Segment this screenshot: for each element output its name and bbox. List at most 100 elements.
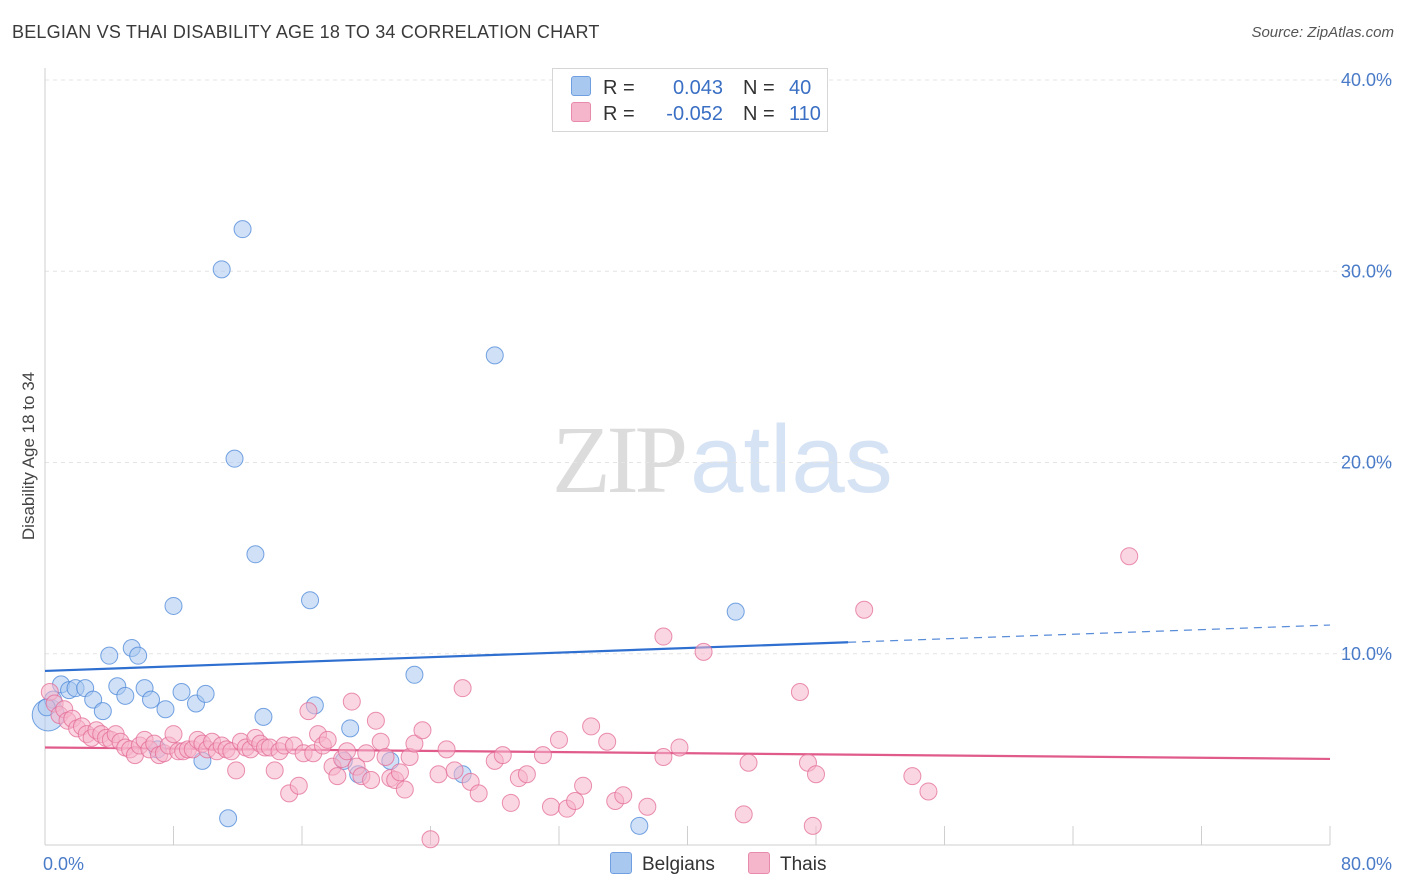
thais-point — [694, 642, 713, 661]
belgians-point — [156, 700, 175, 719]
thais-point — [318, 730, 337, 749]
thais-point — [164, 725, 183, 744]
thais-point — [533, 746, 552, 765]
thais-point — [903, 767, 922, 786]
x-tick-label-min: 0.0% — [43, 854, 84, 874]
thais-point — [598, 732, 617, 751]
thais-point — [501, 793, 520, 812]
thais-point — [413, 721, 432, 740]
thais-point — [337, 742, 356, 761]
thais-point — [919, 782, 938, 801]
thais-point — [670, 738, 689, 757]
y-axis-label: Disability Age 18 to 34 — [19, 372, 38, 540]
belgians-point — [233, 220, 252, 239]
legend-thais-label: Thais — [780, 854, 827, 875]
thais-point — [566, 792, 585, 811]
legend-belgians-label: Belgians — [642, 854, 715, 875]
thais-point — [654, 748, 673, 767]
thais-point — [550, 730, 568, 749]
grid-lines — [45, 79, 1392, 655]
belgians-swatch — [571, 76, 591, 96]
belgians-point — [219, 809, 238, 828]
belgians-n-label: N = — [743, 77, 775, 99]
thais-point — [582, 717, 601, 736]
belgians-point — [164, 596, 183, 615]
thais-point — [734, 805, 753, 824]
thais-point — [469, 784, 488, 803]
thais-point — [376, 748, 395, 767]
thais-point — [855, 600, 874, 619]
belgians-point — [93, 702, 112, 721]
thais-point — [405, 734, 424, 753]
thais-point — [362, 770, 381, 789]
thais-point — [390, 763, 409, 782]
y-tick-label: 20.0% — [1341, 453, 1392, 473]
thais-point — [366, 711, 385, 730]
source-label: Source: ZipAtlas.com — [1251, 24, 1394, 41]
thais-point — [289, 776, 308, 795]
belgians-point — [100, 646, 119, 665]
thais-point — [429, 765, 448, 784]
belgians-point — [246, 545, 265, 564]
y-tick-labels: 10.0% 20.0% 30.0% 40.0% — [1341, 70, 1392, 664]
belgians-r-label: R = — [603, 77, 635, 99]
thais-points — [40, 547, 1139, 849]
stats-legend: R = 0.043 N = 40 R = -0.052 N = 110 — [552, 68, 828, 132]
belgians-point — [129, 646, 148, 665]
belgians-point — [142, 690, 161, 709]
thais-point — [395, 780, 414, 799]
belgians-point — [726, 602, 745, 621]
thais-n-label: N = — [743, 103, 775, 125]
belgians-point — [116, 686, 135, 705]
thais-point — [299, 702, 318, 721]
belgians-point — [341, 719, 360, 738]
thais-point — [638, 797, 657, 816]
thais-point — [265, 761, 284, 780]
belgians-trend-line — [44, 641, 849, 673]
legend-item-belgians: Belgians — [610, 852, 715, 876]
belgians-point — [630, 816, 649, 835]
legend-thais-swatch — [748, 852, 770, 874]
thais-point — [517, 765, 536, 784]
belgians-point — [405, 665, 424, 684]
y-tick-label: 30.0% — [1341, 261, 1392, 281]
thais-r-value: -0.052 — [666, 103, 723, 125]
belgians-point — [172, 683, 191, 701]
thais-point — [614, 786, 633, 805]
thais-point — [342, 692, 361, 711]
belgians-r-value: 0.043 — [672, 77, 723, 99]
y-tick-label: 40.0% — [1341, 70, 1392, 90]
thais-n-value: 110 — [789, 103, 821, 125]
belgians-n-value: 40 — [789, 77, 812, 99]
series-legend: Belgians Thais — [0, 852, 1406, 876]
thais-point — [1120, 547, 1139, 566]
y-tick-label: 10.0% — [1341, 644, 1392, 664]
thais-swatch — [571, 102, 591, 122]
thais-point — [421, 830, 440, 849]
thais-point — [227, 761, 246, 780]
belgians-point — [485, 346, 504, 365]
legend-row-thais: R = -0.052 N = 110 — [571, 102, 821, 126]
x-tick-labels: 0.0% 80.0% — [43, 854, 1392, 874]
thais-point — [574, 776, 593, 795]
thais-point — [445, 761, 464, 780]
legend-item-thais: Thais — [748, 852, 826, 876]
legend-belgians-swatch — [610, 852, 632, 874]
belgians-point — [84, 690, 103, 709]
thais-point — [790, 683, 809, 701]
belgians-point — [254, 707, 273, 726]
thais-point — [654, 627, 673, 646]
chart-title: BELGIAN VS THAI DISABILITY AGE 18 TO 34 … — [12, 22, 600, 42]
belgians-point — [196, 684, 215, 703]
thais-point — [453, 679, 472, 698]
thais-point — [541, 797, 560, 816]
thais-point — [807, 765, 825, 784]
belgians-point — [212, 260, 231, 279]
thais-point — [437, 740, 456, 759]
legend-row-belgians: R = 0.043 N = 40 — [571, 76, 811, 100]
thais-point — [328, 767, 347, 786]
thais-point — [371, 732, 390, 751]
thais-point — [803, 816, 822, 835]
belgians-trend-line-extension — [848, 624, 1331, 643]
